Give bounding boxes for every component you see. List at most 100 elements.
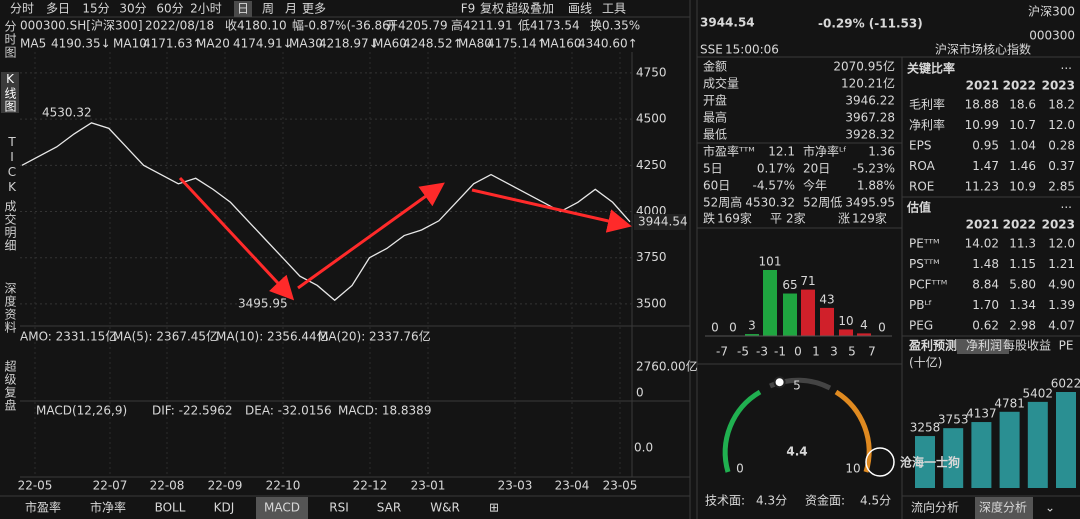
indicator-tab[interactable]: 市净率 bbox=[90, 500, 126, 515]
tool-button[interactable]: F9 bbox=[461, 2, 476, 16]
info-field: 低 bbox=[518, 19, 530, 33]
distribution-axis-label: -1 bbox=[774, 345, 786, 359]
row-value: 5.80 bbox=[1009, 278, 1036, 292]
distribution-bar bbox=[745, 334, 759, 336]
period-tab[interactable]: 月 bbox=[285, 2, 297, 16]
row-value: 8.84 bbox=[972, 278, 999, 292]
side-tab[interactable]: 分时图 bbox=[3, 20, 17, 59]
side-tab[interactable]: TICK bbox=[5, 135, 19, 195]
annotation-arrows bbox=[178, 176, 632, 301]
volume-field: AMO: 2331.15亿 bbox=[20, 329, 117, 344]
low-annotation: 3495.95 bbox=[238, 297, 288, 311]
breadth-value: 169家 bbox=[717, 211, 752, 226]
score-label: 资金面: bbox=[805, 493, 845, 508]
more-button[interactable]: ··· bbox=[1061, 62, 1072, 76]
tool-button[interactable]: 复权 bbox=[480, 2, 504, 16]
ma-name: MA10 bbox=[113, 37, 147, 51]
more-button[interactable]: ··· bbox=[1061, 201, 1072, 215]
forecast-bar bbox=[943, 428, 964, 488]
period-tab[interactable]: 60分 bbox=[156, 2, 183, 16]
side-tab[interactable]: 深度资料 bbox=[3, 282, 17, 334]
side-tab[interactable]: 超级复盘 bbox=[3, 360, 17, 412]
indicator-tab[interactable]: ⊞ bbox=[489, 501, 499, 515]
breadth-value: 2家 bbox=[786, 211, 806, 226]
indicator-tab[interactable]: W&R bbox=[430, 501, 460, 515]
period-tab[interactable]: 2小时 bbox=[190, 2, 222, 16]
side-tab[interactable]: K线图 bbox=[1, 72, 19, 113]
price-change: -0.29% (-11.53) bbox=[818, 17, 923, 31]
index-name: 沪深300 bbox=[1028, 5, 1075, 19]
macd-field: MACD: 18.8389 bbox=[338, 404, 431, 418]
indicator-tab[interactable]: MACD bbox=[264, 501, 300, 515]
period-tab[interactable]: 更多 bbox=[302, 2, 326, 16]
ma-value: 4248.52↑ bbox=[403, 37, 463, 51]
info-field: 高 bbox=[451, 18, 463, 33]
analysis-tab[interactable]: ⌄ bbox=[1045, 501, 1055, 515]
y-tick-label: 3750 bbox=[636, 250, 667, 264]
index-desc: 沪深市场核心指数 bbox=[935, 42, 1031, 57]
score-value: 4.5分 bbox=[860, 494, 891, 508]
breadth-value: 129家 bbox=[852, 211, 887, 226]
ma-name: MA30 bbox=[289, 37, 323, 51]
indicator-tab[interactable]: KDJ bbox=[214, 501, 235, 515]
quote-time: 15:00:06 bbox=[725, 43, 779, 57]
forecast-value: 4137 bbox=[966, 407, 997, 421]
row-value: 1.47 bbox=[972, 159, 999, 173]
analysis-tab[interactable]: 深度分析 bbox=[979, 500, 1027, 515]
info-field: 4173.54 bbox=[530, 19, 580, 33]
x-tick-label: 23-05 bbox=[603, 479, 638, 493]
period-tab[interactable]: 15分 bbox=[82, 2, 109, 16]
forecast-value: 3258 bbox=[910, 421, 941, 435]
gauge-value: 4.4 bbox=[786, 445, 807, 459]
macd-field: MACD(12,26,9) bbox=[36, 404, 127, 418]
row-value: 1.21 bbox=[1048, 257, 1075, 271]
x-tick-label: 22-08 bbox=[150, 479, 185, 493]
forecast-tab[interactable]: 每股收益 bbox=[1003, 338, 1051, 353]
period-tab[interactable]: 周 bbox=[262, 2, 274, 16]
forecast-tab[interactable]: 净利润 bbox=[966, 339, 1002, 353]
ma-value: 4171.63↑ bbox=[143, 37, 203, 51]
period-tab[interactable]: 多日 bbox=[46, 2, 70, 16]
indicator-tab[interactable]: SAR bbox=[377, 501, 401, 515]
info-field: 开 bbox=[386, 19, 398, 33]
tool-button[interactable]: 工具 bbox=[602, 2, 626, 16]
distribution-value: 0 bbox=[878, 321, 886, 335]
tool-button[interactable]: 画线 bbox=[568, 2, 592, 16]
row-value: 14.02 bbox=[965, 237, 999, 251]
side-tab[interactable]: 成交明细 bbox=[3, 200, 17, 252]
stat-value: -4.57% bbox=[753, 179, 795, 193]
gauge-arc-high bbox=[834, 389, 872, 473]
last-price: 3944.54 bbox=[700, 16, 755, 30]
forecast-tab[interactable]: 盈利预测 bbox=[908, 338, 957, 353]
row-label: ROA bbox=[909, 159, 936, 173]
ma-value: 4340.60↑ bbox=[578, 37, 638, 51]
indicator-tab[interactable]: BOLL bbox=[155, 501, 186, 515]
index-code: 000300 bbox=[1029, 29, 1075, 43]
tool-button[interactable]: 超级叠加 bbox=[506, 1, 554, 16]
forecast-tab[interactable]: PE bbox=[1059, 339, 1074, 353]
indicator-tab[interactable]: 市盈率 bbox=[25, 500, 61, 515]
ma-name: MA60 bbox=[373, 37, 407, 51]
distribution-axis-label: 1 bbox=[812, 345, 820, 359]
y-tick-label: 4500 bbox=[636, 112, 667, 126]
gauge-mid: 5 bbox=[793, 379, 801, 393]
info-field: 2022/08/18 bbox=[145, 19, 214, 33]
analysis-tab[interactable]: 流向分析 bbox=[911, 500, 959, 515]
distribution-value: 3 bbox=[748, 319, 756, 333]
period-tab[interactable]: 日 bbox=[237, 2, 249, 16]
row-value: 1.46 bbox=[1009, 159, 1036, 173]
distribution-axis-label: 5 bbox=[848, 345, 856, 359]
period-tab[interactable]: 分时 bbox=[10, 2, 34, 16]
indicator-tab[interactable]: RSI bbox=[329, 501, 349, 515]
gauge-marker bbox=[773, 376, 786, 389]
info-field: 换0.35% bbox=[590, 19, 640, 33]
distribution-bar bbox=[763, 270, 777, 336]
watermark-icon bbox=[865, 447, 895, 477]
stat-label: 52周低 bbox=[803, 196, 842, 210]
row-label: 毛利率 bbox=[909, 97, 945, 112]
row-value: 10.9 bbox=[1009, 180, 1036, 194]
forecast-unit: (十亿) bbox=[909, 355, 942, 370]
period-tab[interactable]: 30分 bbox=[119, 2, 146, 16]
stat-value: 0.17% bbox=[757, 162, 795, 176]
